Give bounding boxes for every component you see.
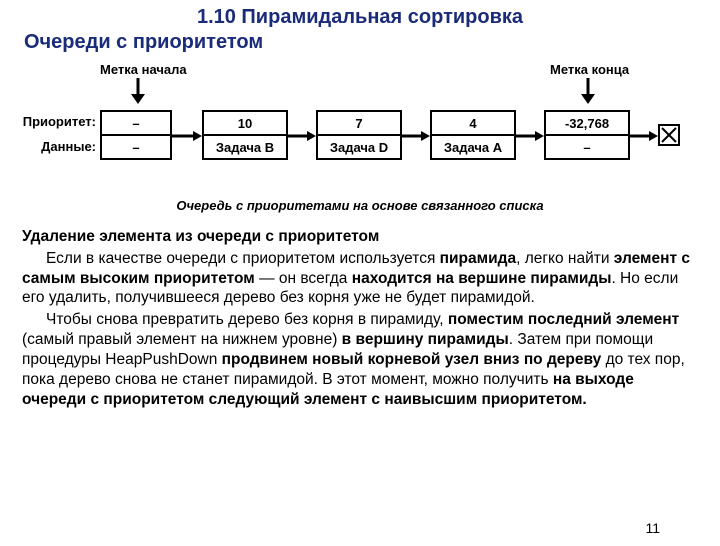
- node-priority: –: [102, 112, 170, 136]
- node-data: –: [546, 136, 628, 158]
- list-node: ––: [100, 110, 172, 160]
- section-heading: Удаление элемента из очереди с приоритет…: [22, 228, 379, 245]
- paragraph-1: Если в качестве очереди с приоритетом ис…: [22, 249, 698, 308]
- row-data-label: Данные:: [20, 139, 96, 154]
- arrow-right-icon: [630, 129, 658, 141]
- page-title: 1.10 Пирамидальная сортировка: [0, 6, 720, 29]
- arrow-right-icon: [402, 129, 430, 141]
- arrow-right-icon: [516, 129, 544, 141]
- body-text: Удаление элемента из очереди с приоритет…: [22, 227, 698, 409]
- page-subtitle: Очереди с приоритетом: [24, 31, 720, 54]
- linked-list-diagram: Метка начала Метка конца Приоритет: Данные:…: [20, 62, 700, 192]
- node-data: Задача A: [432, 136, 514, 158]
- arrow-right-icon: [172, 129, 202, 141]
- node-priority: -32,768: [546, 112, 628, 136]
- marker-end-label: Метка конца: [550, 62, 629, 77]
- paragraph-2: Чтобы снова превратить дерево без корня …: [22, 310, 698, 409]
- node-priority: 10: [204, 112, 286, 136]
- list-node: 7Задача D: [316, 110, 402, 160]
- terminator-icon: [658, 124, 680, 146]
- arrow-right-icon: [288, 129, 316, 141]
- marker-start-label: Метка начала: [100, 62, 187, 77]
- node-data: –: [102, 136, 170, 158]
- page-number: 11: [645, 520, 660, 536]
- node-data: Задача B: [204, 136, 286, 158]
- arrow-down-icon: [128, 78, 148, 104]
- node-data: Задача D: [318, 136, 400, 158]
- node-priority: 4: [432, 112, 514, 136]
- list-node: -32,768–: [544, 110, 630, 160]
- diagram-caption: Очередь с приоритетами на основе связанн…: [0, 198, 720, 213]
- row-priority-label: Приоритет:: [20, 114, 96, 129]
- list-node: 4Задача A: [430, 110, 516, 160]
- list-node: 10Задача B: [202, 110, 288, 160]
- arrow-down-icon: [578, 78, 598, 104]
- node-priority: 7: [318, 112, 400, 136]
